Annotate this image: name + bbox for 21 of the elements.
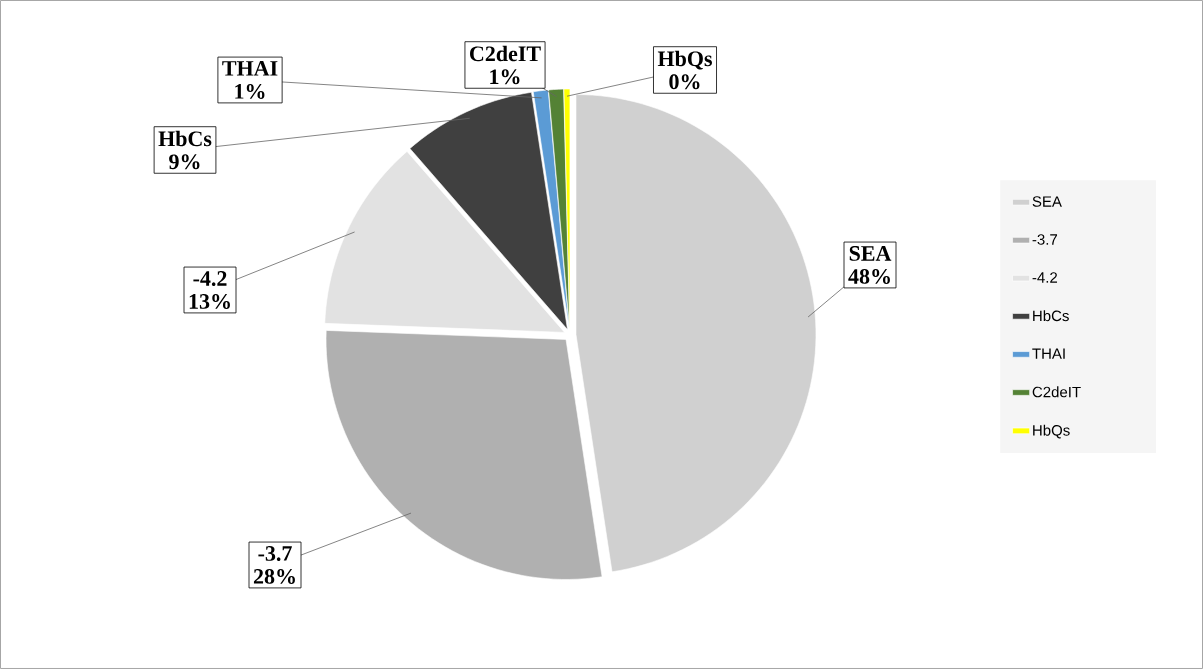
data-label: 1% bbox=[235, 83, 265, 99]
slice-label: HbQs bbox=[657, 50, 712, 70]
legend-label: -4.2 bbox=[1032, 272, 1058, 283]
slice-label: HbCs bbox=[158, 130, 212, 147]
data-label: 13% bbox=[189, 293, 230, 309]
legend-label: SEA bbox=[1032, 196, 1062, 207]
data-label: 1% bbox=[490, 69, 520, 85]
data-label: 9% bbox=[169, 154, 200, 170]
data-label: 48% bbox=[848, 268, 890, 284]
legend-label: C2deIT bbox=[1032, 386, 1081, 398]
legend-label: -3.7 bbox=[1032, 234, 1058, 245]
legend-label: THAI bbox=[1032, 348, 1065, 359]
slice-label: SEA bbox=[849, 246, 892, 261]
legend-label: HbCs bbox=[1033, 310, 1069, 322]
slice-label: -3.7 bbox=[258, 546, 292, 561]
data-label: 28% bbox=[253, 568, 295, 584]
legend-label: HbQs bbox=[1033, 424, 1070, 439]
slice-label: -4.2 bbox=[193, 271, 227, 286]
slice-label: THAI bbox=[222, 61, 278, 76]
data-label: 0% bbox=[669, 74, 700, 90]
slice-label: C2deIT bbox=[470, 45, 541, 62]
